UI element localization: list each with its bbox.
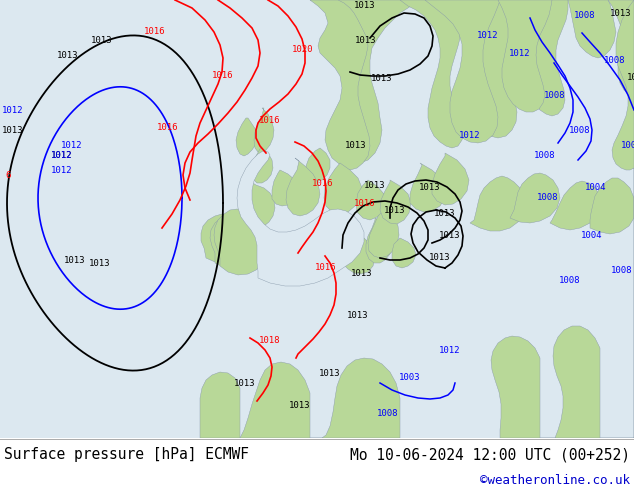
Text: Mo 10-06-2024 12:00 UTC (00+252): Mo 10-06-2024 12:00 UTC (00+252) — [350, 447, 630, 462]
Text: 1013: 1013 — [89, 259, 111, 268]
Text: 1013: 1013 — [91, 36, 113, 45]
Text: 1012: 1012 — [51, 151, 73, 160]
Text: 1012: 1012 — [477, 31, 499, 40]
Polygon shape — [240, 362, 310, 438]
Text: 1013: 1013 — [611, 9, 631, 18]
Text: 1016: 1016 — [145, 27, 165, 36]
Text: 1013: 1013 — [384, 206, 406, 215]
Polygon shape — [214, 209, 269, 275]
Text: 1013: 1013 — [434, 209, 456, 218]
Text: ©weatheronline.co.uk: ©weatheronline.co.uk — [480, 474, 630, 487]
Text: 1016: 1016 — [157, 123, 179, 132]
Text: 1013: 1013 — [372, 74, 392, 83]
Text: 1013: 1013 — [627, 73, 634, 82]
Polygon shape — [210, 212, 261, 270]
Text: 1013: 1013 — [64, 256, 86, 265]
Polygon shape — [324, 163, 362, 214]
Text: 1018: 1018 — [259, 336, 281, 345]
Text: 1008: 1008 — [611, 266, 633, 275]
Text: 1003: 1003 — [399, 373, 421, 382]
Polygon shape — [200, 372, 240, 438]
Polygon shape — [334, 218, 358, 259]
Polygon shape — [470, 176, 526, 231]
Text: 1012: 1012 — [459, 131, 481, 140]
Polygon shape — [380, 180, 411, 224]
Text: 1013: 1013 — [57, 51, 79, 60]
Polygon shape — [368, 203, 399, 258]
Text: 1012: 1012 — [51, 166, 73, 175]
Text: 1004: 1004 — [585, 183, 607, 192]
Text: 1008: 1008 — [544, 91, 566, 100]
Text: 1016: 1016 — [212, 71, 234, 80]
Polygon shape — [590, 178, 634, 234]
Polygon shape — [498, 0, 552, 112]
Text: 6: 6 — [5, 171, 10, 180]
Polygon shape — [366, 218, 393, 263]
Text: 1013: 1013 — [320, 369, 340, 378]
Text: 1016: 1016 — [313, 179, 333, 188]
Text: 1013: 1013 — [354, 1, 376, 10]
Polygon shape — [306, 148, 330, 182]
Text: 1012: 1012 — [2, 106, 23, 115]
Text: 1013: 1013 — [439, 231, 461, 240]
Polygon shape — [244, 180, 275, 228]
Polygon shape — [540, 326, 600, 438]
Polygon shape — [425, 0, 500, 143]
Text: 1013: 1013 — [365, 181, 385, 190]
Polygon shape — [491, 336, 540, 438]
Text: 1012: 1012 — [61, 141, 83, 150]
Text: 1008: 1008 — [574, 11, 596, 20]
Polygon shape — [356, 180, 386, 220]
Text: 1008: 1008 — [377, 409, 399, 418]
Text: 1013: 1013 — [234, 379, 256, 388]
Polygon shape — [252, 148, 273, 183]
Text: 1016: 1016 — [354, 199, 376, 208]
Polygon shape — [310, 0, 420, 163]
Polygon shape — [310, 358, 400, 438]
Text: Surface pressure [hPa] ECMWF: Surface pressure [hPa] ECMWF — [4, 447, 249, 462]
Text: 1008: 1008 — [534, 151, 556, 160]
Text: 1016: 1016 — [315, 263, 337, 272]
Polygon shape — [237, 151, 364, 286]
Text: 1008: 1008 — [537, 193, 559, 202]
Polygon shape — [392, 238, 416, 268]
Text: 1008: 1008 — [559, 276, 581, 285]
Polygon shape — [440, 0, 526, 138]
Polygon shape — [201, 214, 244, 263]
Text: 1013: 1013 — [347, 311, 369, 320]
Polygon shape — [342, 236, 375, 274]
Text: 1020: 1020 — [292, 45, 314, 54]
Text: 1012: 1012 — [509, 49, 531, 58]
Polygon shape — [236, 118, 258, 156]
Text: 1013: 1013 — [355, 36, 377, 45]
Polygon shape — [432, 153, 469, 205]
Polygon shape — [510, 173, 560, 223]
Text: 1005: 1005 — [621, 141, 634, 150]
Polygon shape — [286, 158, 320, 216]
Polygon shape — [600, 0, 634, 438]
Polygon shape — [568, 0, 616, 58]
Text: 1013: 1013 — [2, 126, 23, 135]
Polygon shape — [520, 0, 568, 116]
Text: 1016: 1016 — [259, 116, 281, 125]
Polygon shape — [400, 0, 464, 148]
Polygon shape — [254, 108, 274, 153]
Polygon shape — [410, 163, 446, 212]
Text: 1012: 1012 — [439, 346, 461, 355]
Text: 1013: 1013 — [419, 183, 441, 192]
Text: 1013: 1013 — [346, 141, 366, 150]
Polygon shape — [608, 0, 634, 96]
Polygon shape — [550, 181, 602, 230]
Polygon shape — [338, 223, 361, 261]
Text: 1008: 1008 — [569, 126, 591, 135]
Text: 1013: 1013 — [351, 269, 373, 278]
Text: 1012: 1012 — [51, 151, 73, 160]
Polygon shape — [272, 170, 299, 206]
Polygon shape — [310, 0, 370, 170]
Text: 1013: 1013 — [289, 401, 311, 410]
Text: 1004: 1004 — [581, 231, 603, 240]
Text: 1008: 1008 — [604, 56, 626, 65]
Text: 1013: 1013 — [429, 253, 451, 262]
